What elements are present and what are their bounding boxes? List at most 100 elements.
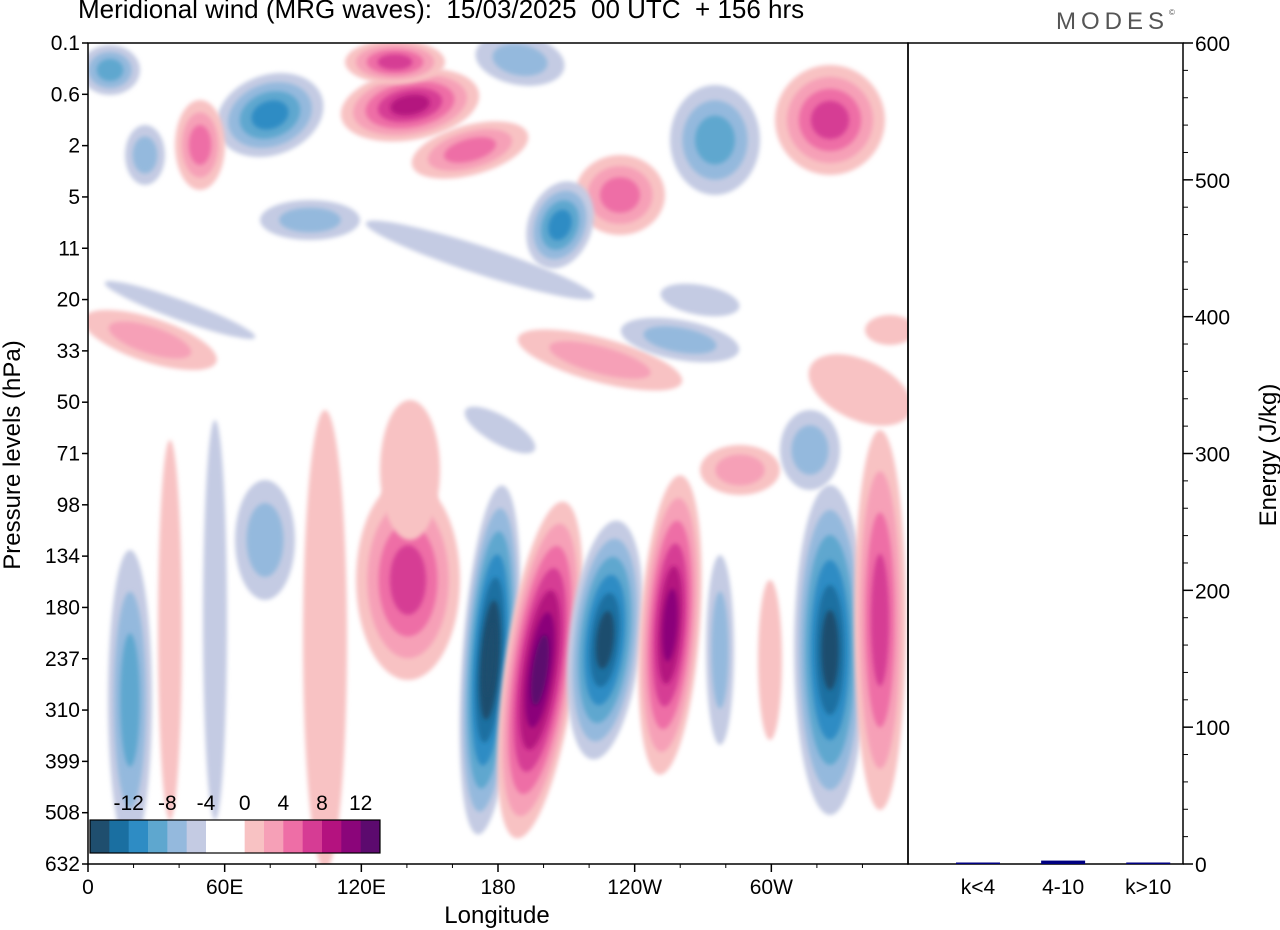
y-tick-label: 5 [68,186,80,209]
y-tick-label: 632 [45,853,80,876]
x-tick-label: 0 [82,876,94,899]
energy-tick-label: 600 [1195,33,1230,56]
colorbar-swatch [322,820,342,853]
contour-blob [88,45,140,95]
colorbar-swatch [90,820,110,853]
contour-blob [108,550,152,850]
x-tick-label: 180 [480,876,515,899]
colorbar-swatch [302,820,323,853]
contour-blob [260,200,360,240]
contour-blob [365,220,595,300]
contour-blob [706,555,734,745]
colorbar: -12 -8 -4 0 4 8 12 [89,792,381,854]
y-tick-label: 310 [45,699,80,722]
contour-blob [517,329,683,391]
x-axis-title: Longitude [444,902,549,929]
colorbar-label: -12 [113,792,143,815]
contour-blob [411,121,529,179]
contour-blob [638,475,702,775]
colorbar-frame [89,819,381,854]
energy-category-label: k<4 [961,876,996,899]
y-tick-label: 20 [57,289,80,312]
colorbar-label: 0 [239,792,251,815]
contour-blob [475,43,565,86]
colorbar-swatch [206,820,226,853]
y-tick-label: 0.1 [51,32,80,55]
colorbar-label: 4 [277,792,289,815]
colorbar-swatch [341,820,362,853]
x-tick-label: 60W [750,876,793,899]
contour-blob [203,420,227,820]
contour-blob [175,100,225,190]
contour-blob [345,43,445,84]
y-tick-label: 11 [58,237,80,260]
y-tick-label: 399 [45,750,80,773]
contour-blob [775,65,885,175]
contour-blob [380,400,440,540]
contour-blob [620,317,740,363]
y-axis-title: Pressure levels (hPa) [0,340,26,569]
x-tick-label: 60E [206,876,243,899]
energy-tick-label: 100 [1195,717,1230,740]
contour-blob [575,155,665,235]
colorbar-label: 8 [316,792,328,815]
heatmap-area [88,43,908,864]
y-tick-label: 50 [57,391,80,414]
y-tick-label: 2 [68,135,80,158]
energy-axis-title: Energy (J/kg) [1255,384,1280,527]
contour-blob [104,281,256,339]
energy-category-label: k>10 [1125,876,1171,899]
contour-blob [660,283,740,317]
contour-blob [854,430,906,810]
x-tick-label: 120E [337,876,386,899]
colorbar-swatch [360,820,381,853]
contour-blob [216,72,324,158]
colorbar-swatch [225,820,246,853]
colorbar-swatch [186,820,207,853]
contour-blob [235,480,295,600]
contour-blob [340,68,480,142]
colorbar-label: 12 [349,792,372,815]
chart-title: Meridional wind (MRG waves): 15/03/2025 … [78,0,805,24]
contour-blob [497,501,583,839]
energy-tick-label: 300 [1195,444,1230,467]
contour-blob [158,440,182,820]
contour-blob [356,480,460,680]
colorbar-swatch [148,820,168,853]
contour-blob [88,309,217,371]
contour-blob [526,181,594,269]
y-tick-label: 134 [45,545,80,568]
energy-bar [956,862,1000,864]
energy-tick-label: 0 [1195,854,1207,877]
contour-blob [794,485,866,815]
colorbar-swatch [283,820,304,853]
contour-blob [865,315,908,345]
energy-tick-label: 200 [1195,580,1230,603]
y-tick-label: 180 [45,596,80,619]
energy-axis: 0 100 200 300 400 500 600 [1183,33,1230,877]
energy-tick-label: 500 [1195,170,1230,193]
energy-category-label: 4-10 [1042,876,1084,899]
energy-bar [1126,862,1171,864]
contour-blob [808,354,908,426]
y-tick-label: 71 [57,443,80,466]
colorbar-swatch [244,820,265,853]
y-tick-label: 237 [45,648,80,671]
y-tick-label: 98 [57,494,80,517]
contour-blob [670,85,760,195]
colorbar-swatch [264,820,284,853]
contour-blob [567,520,643,760]
colorbar-label: -4 [197,792,216,815]
energy-bar [1041,860,1086,864]
pressure-axis: 0.1 0.6 2 5 11 20 33 50 71 98 134 180 237 310 399 508 63… [45,32,88,876]
contour-blob [464,406,536,454]
contour-blob [125,125,165,185]
energy-panel-frame [907,42,1184,865]
longitude-axis: 0 60E 120E 180 120W 60W [82,864,863,899]
energy-bars: k<4 4-10 k>10 [956,860,1171,899]
y-tick-label: 0.6 [51,83,80,106]
contour-blob [758,580,782,740]
brand-text: MODES [1056,8,1170,35]
energy-tick-label: 400 [1195,307,1230,330]
